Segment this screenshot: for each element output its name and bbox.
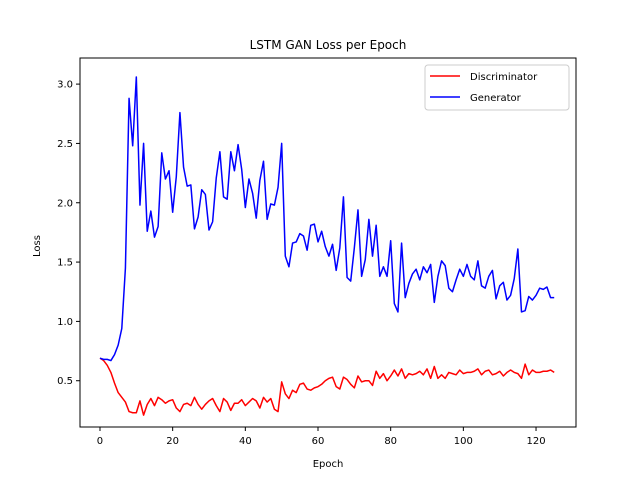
- legend: Discriminator Generator: [424, 64, 570, 111]
- y-tick-label: 3.0: [57, 80, 73, 91]
- axes-frame: [79, 57, 577, 428]
- series-line-discriminator: [99, 357, 555, 416]
- legend-box: [424, 64, 570, 111]
- legend-label-discriminator: Discriminator: [470, 72, 538, 83]
- x-tick-label: 40: [239, 436, 252, 447]
- x-tick-label: 100: [454, 436, 473, 447]
- x-axis-label: Epoch: [313, 459, 344, 470]
- x-tick-label: 80: [384, 436, 397, 447]
- x-tick-label: 120: [526, 436, 545, 447]
- chart-title: LSTM GAN Loss per Epoch: [250, 38, 407, 52]
- y-tick-label: 2.5: [57, 139, 73, 150]
- y-axis-label: Loss: [32, 235, 43, 257]
- y-tick-label: 1.5: [57, 258, 73, 269]
- x-tick-label: 0: [97, 436, 103, 447]
- series-line-generator: [99, 76, 555, 362]
- y-tick-label: 1.0: [57, 317, 73, 328]
- x-tick-label: 60: [312, 436, 325, 447]
- y-tick-label: 0.5: [57, 376, 73, 387]
- x-tick-label: 20: [166, 436, 179, 447]
- plot-area: 0 20 40 60 80 100 120 0.5 1.0 1.5 2.0 2.5 3.0 Discrim…: [57, 57, 577, 447]
- y-tick-label: 2.0: [57, 198, 73, 209]
- legend-label-generator: Generator: [470, 93, 522, 104]
